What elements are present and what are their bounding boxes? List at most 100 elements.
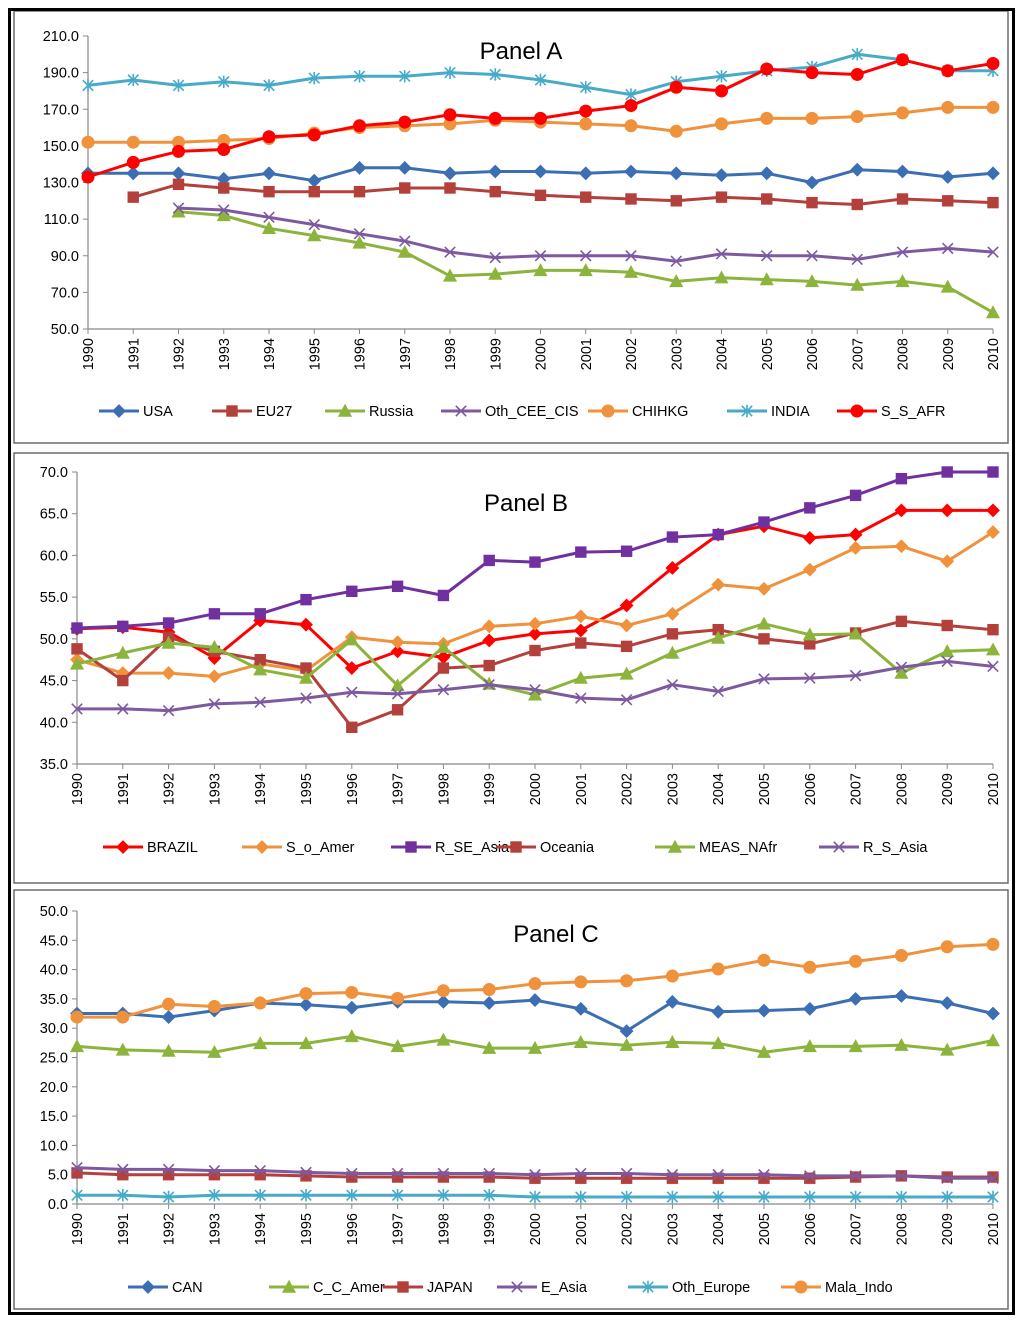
data-point — [940, 940, 954, 954]
x-tick-label: 2010 — [986, 338, 1002, 370]
data-point — [986, 1006, 1000, 1021]
data-point — [985, 1033, 1001, 1047]
data-point — [533, 164, 548, 179]
data-point — [573, 1001, 588, 1016]
panel-a: 50.0 70.0 90.0 110.0 130.0 150.0 170.0 190.0 210… — [13, 11, 1009, 444]
x-tick-label: 2006 — [805, 338, 821, 370]
y-tick-label: 50.0 — [40, 904, 68, 920]
x-tick-label: 1993 — [217, 338, 233, 370]
data-point — [208, 1189, 221, 1202]
y-tick-label: 35.0 — [40, 992, 68, 1008]
data-point — [619, 618, 634, 633]
x-tick-label: 2000 — [534, 338, 550, 370]
data-point — [850, 162, 865, 177]
data-point — [126, 166, 141, 181]
data-point — [307, 228, 322, 242]
data-point — [940, 996, 955, 1010]
x-tick-label: 2003 — [669, 338, 685, 370]
series-r-s-asia — [71, 655, 999, 717]
y-tick-label: 90.0 — [51, 249, 79, 265]
legend-marker — [850, 404, 864, 418]
x-tick-label: 1995 — [299, 1213, 315, 1245]
legend-marker — [833, 841, 845, 853]
data-point — [848, 626, 863, 640]
y-tick-label: 110.0 — [44, 212, 79, 228]
data-point — [580, 191, 592, 203]
legend-item: C_C_Amer — [269, 1279, 385, 1296]
data-point — [444, 66, 456, 79]
data-point — [849, 1190, 862, 1204]
x-tick-label: 1993 — [207, 1213, 223, 1245]
data-point — [805, 111, 819, 125]
x-tick-label: 1995 — [299, 773, 315, 805]
data-point — [437, 1171, 450, 1183]
data-point — [437, 683, 450, 696]
data-point — [489, 185, 501, 198]
legend-label: CHIHKG — [632, 404, 688, 420]
panel-b: 35.0 40.0 45.0 50.0 55.0 60.0 65.0 70.0 1990 1991… — [13, 452, 1009, 884]
y-tick-label: 50.0 — [51, 322, 79, 338]
data-point — [941, 466, 953, 478]
data-point — [70, 1010, 84, 1024]
data-point — [714, 168, 729, 183]
legend-label: E_Asia — [541, 1280, 588, 1296]
data-point — [263, 211, 275, 224]
data-point — [619, 666, 634, 680]
x-tick-label: 2001 — [579, 338, 595, 370]
data-point — [161, 666, 176, 680]
data-point — [254, 608, 266, 620]
data-point — [161, 1043, 176, 1057]
y-tick-label: 190.0 — [43, 66, 79, 82]
data-point — [162, 997, 176, 1011]
data-point — [69, 656, 85, 670]
data-point — [71, 622, 83, 634]
x-tick-label: 2002 — [620, 1213, 636, 1245]
legend-marker — [511, 1281, 523, 1293]
data-point — [534, 189, 547, 202]
legend-item: MEAS_NAfr — [655, 839, 777, 856]
data-point — [941, 100, 955, 114]
y-tick-label: 130.0 — [43, 176, 79, 192]
data-point — [298, 1036, 314, 1050]
data-point — [391, 991, 405, 1005]
data-point — [397, 160, 412, 175]
x-tick-label: 1990 — [70, 1213, 86, 1245]
data-point — [527, 1040, 543, 1054]
x-tick-label: 2002 — [620, 773, 636, 805]
data-point — [894, 1037, 909, 1051]
legend-marker — [741, 404, 753, 418]
x-tick-label: 2005 — [757, 1213, 773, 1245]
x-tick-label: 1997 — [398, 338, 414, 370]
data-point — [529, 1168, 541, 1181]
data-point — [895, 274, 910, 288]
y-tick-label: 15.0 — [40, 1109, 68, 1125]
data-point — [986, 503, 1000, 518]
x-tick-label: 2004 — [711, 773, 727, 805]
legend-item: JAPAN — [383, 1280, 473, 1296]
data-point — [126, 155, 140, 169]
data-point — [712, 1190, 724, 1204]
data-point — [115, 1042, 130, 1056]
legend-marker — [455, 405, 467, 417]
series-mala-indo — [70, 937, 1000, 1024]
data-point — [346, 686, 358, 699]
data-point — [483, 659, 495, 672]
data-point — [117, 1169, 129, 1181]
data-point — [489, 251, 502, 264]
legend-marker — [397, 1281, 409, 1293]
data-point — [848, 541, 863, 555]
data-point — [666, 1172, 679, 1184]
y-tick-label: 170.0 — [43, 102, 79, 118]
data-point — [482, 1040, 497, 1054]
data-point — [849, 489, 862, 502]
data-point — [172, 178, 185, 191]
y-tick-label: 45.0 — [40, 933, 68, 949]
data-point — [940, 503, 955, 518]
data-point — [848, 1039, 863, 1053]
data-point — [851, 48, 864, 61]
data-point — [488, 111, 502, 125]
legend-label: R_SE_Asia — [435, 840, 510, 856]
data-point — [162, 1163, 175, 1176]
data-point — [714, 270, 729, 284]
data-point — [390, 644, 405, 659]
